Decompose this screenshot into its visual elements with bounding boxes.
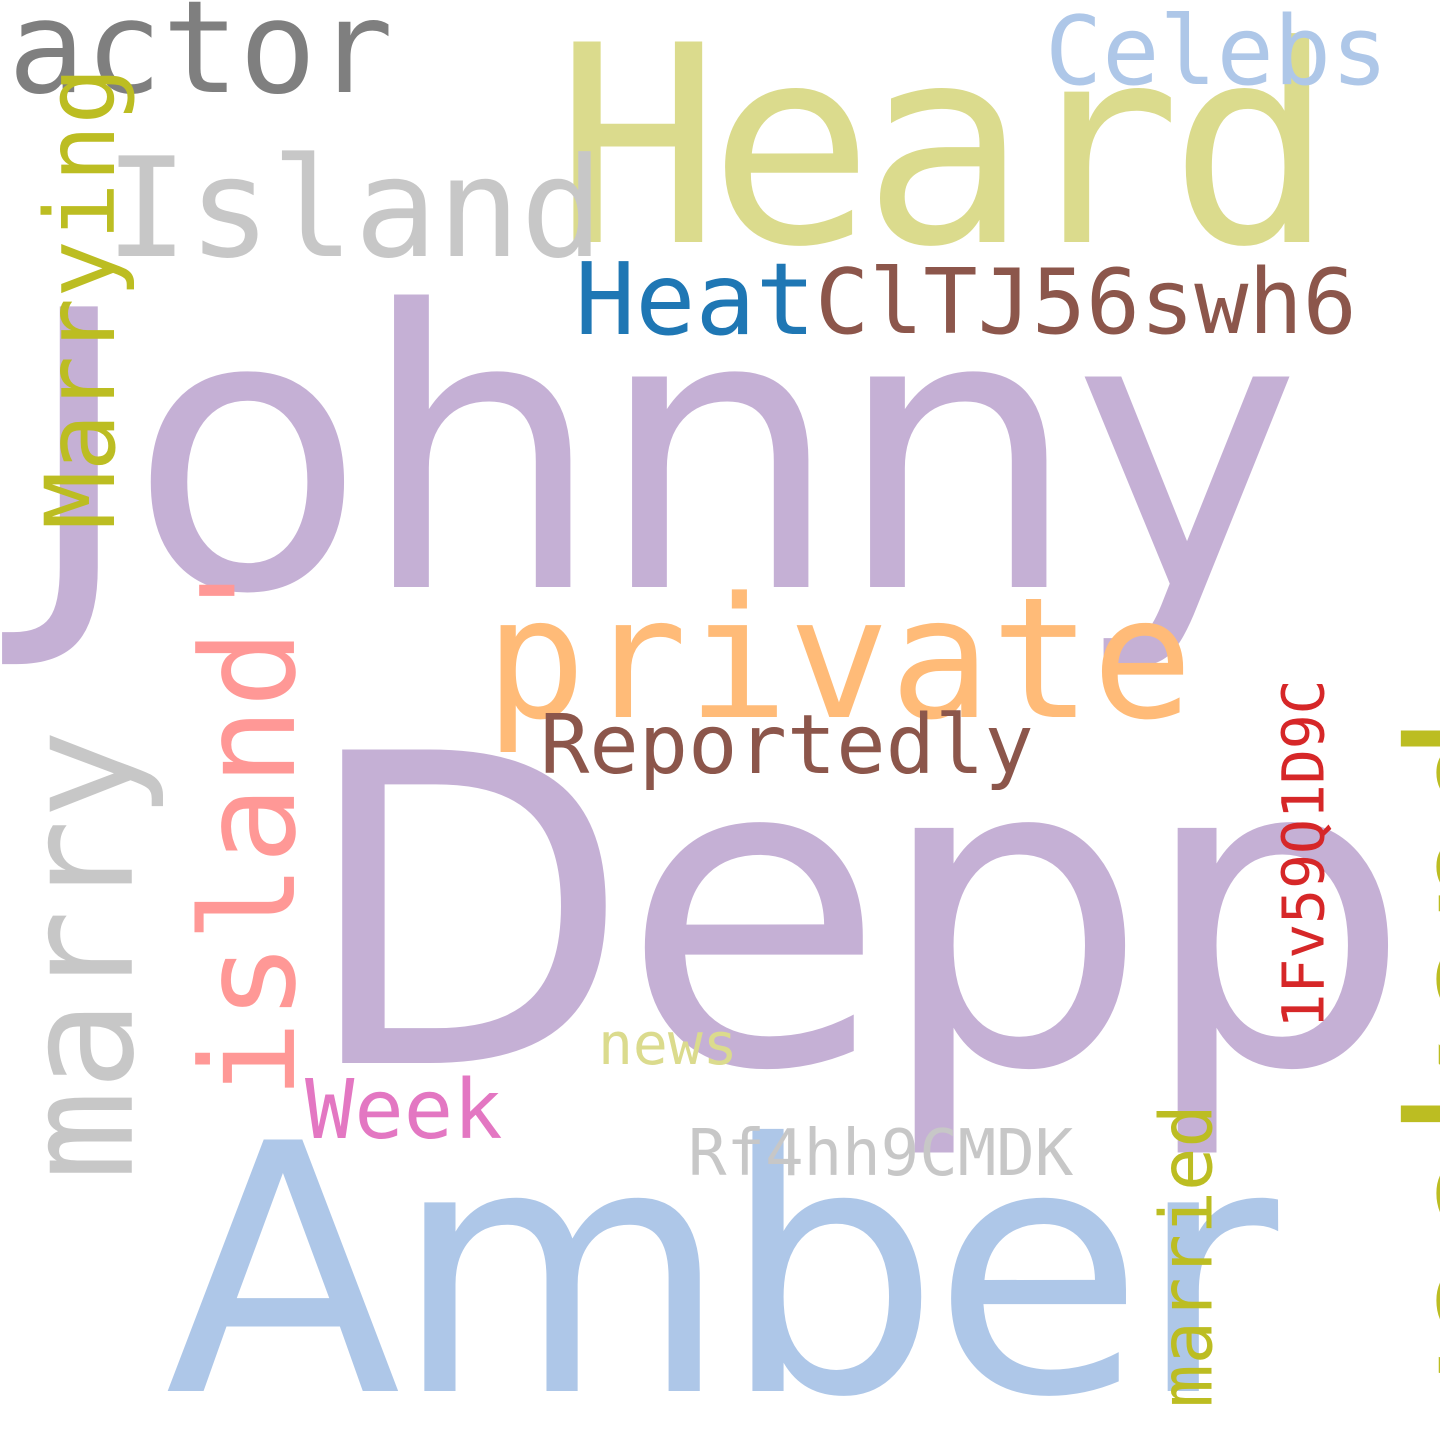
word-code-cltj56swh6: ClTJ56swh6 bbox=[815, 250, 1357, 355]
word-private: private bbox=[485, 561, 1194, 757]
word-heat: Heat bbox=[575, 241, 816, 358]
word-code-1fv59q1d9c: 1Fv59Q1D9C bbox=[1269, 679, 1338, 1029]
word-marry: marry bbox=[0, 729, 168, 1181]
word-celebs: Celebs bbox=[1045, 0, 1389, 107]
word-reportedly: Reportedly bbox=[540, 698, 1034, 793]
word-island-quote: island' bbox=[172, 551, 325, 1099]
word-johnny: Johnny bbox=[22, 230, 1301, 678]
word-island: Island bbox=[105, 128, 604, 289]
word-news: news bbox=[598, 1010, 738, 1078]
word-depp: Depp bbox=[300, 665, 1412, 1165]
word-actor: actor bbox=[8, 0, 394, 123]
word-heard: Heard bbox=[555, 0, 1335, 307]
word-week: Week bbox=[305, 1063, 503, 1158]
word-code-rf4hh9cmdk: Rf4hh9CMDK bbox=[688, 1117, 1074, 1191]
word-weekend: weekend bbox=[1371, 713, 1440, 1440]
word-amber: Amber bbox=[165, 1072, 1278, 1440]
word-married: married bbox=[1144, 1104, 1229, 1408]
word-marrying: Marrying bbox=[25, 66, 138, 530]
